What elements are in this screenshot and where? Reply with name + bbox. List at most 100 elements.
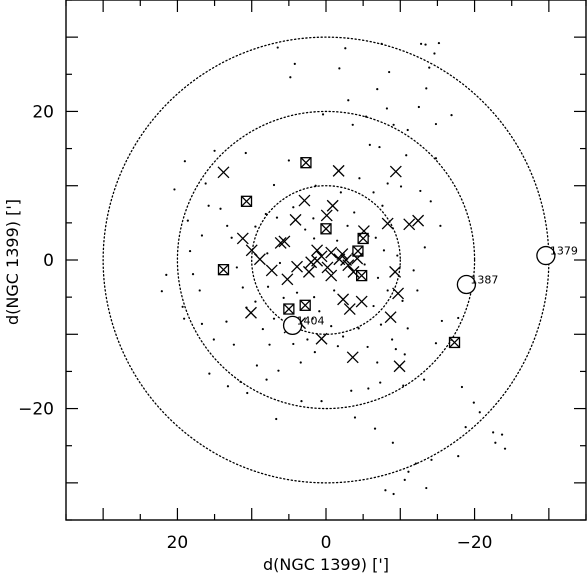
dot-point: [412, 269, 415, 272]
plot-area: 1379 1387 1404: [102, 36, 578, 522]
galaxy-label: 1379: [550, 245, 578, 258]
dot-point: [313, 237, 316, 240]
dot-point: [367, 387, 370, 390]
dot-point: [333, 289, 336, 292]
dot-point: [191, 273, 195, 276]
y-tick-label: −20: [18, 400, 54, 420]
dot-point: [265, 378, 268, 381]
boxed-cross-point: [283, 303, 295, 315]
dot-point: [272, 317, 276, 320]
dot-point: [408, 520, 410, 522]
dot-point: [292, 206, 295, 209]
dot-point: [379, 381, 382, 384]
dot-point: [407, 470, 410, 473]
dot-point: [314, 184, 317, 187]
boxed-cross-point: [357, 232, 369, 245]
dot-point: [392, 492, 395, 496]
galaxy-circle: [282, 315, 303, 336]
dot-point: [374, 236, 377, 239]
dot-point: [278, 261, 282, 265]
dot-point: [384, 489, 387, 492]
dot-point: [226, 385, 230, 388]
cross-point: [392, 287, 405, 300]
dot-point: [406, 128, 409, 132]
cross-point: [325, 246, 338, 259]
y-tick-label: 0: [43, 251, 54, 271]
cross-point: [337, 293, 350, 306]
boxed-cross-point: [299, 299, 311, 311]
dot-point: [440, 319, 443, 323]
dot-point: [381, 204, 384, 207]
dot-point: [264, 212, 267, 216]
dot-point: [372, 191, 375, 194]
dot-point: [350, 389, 353, 392]
cross-point: [389, 165, 402, 178]
x-tick-label: 20: [167, 533, 189, 553]
dot-point: [239, 380, 242, 383]
dot-point: [351, 123, 354, 126]
cross-point: [245, 306, 257, 319]
galaxy-marker: 1387: [456, 274, 498, 295]
dot-point: [219, 207, 222, 210]
dot-point: [391, 338, 394, 341]
dot-point: [401, 299, 404, 302]
dot-point: [321, 113, 325, 116]
dot-point: [376, 276, 380, 279]
dot-point: [292, 342, 295, 346]
dot-point: [403, 353, 406, 356]
dot-point: [368, 143, 371, 146]
x-axis-label: d(NGC 1399) [']: [263, 555, 389, 574]
dot-point: [299, 361, 302, 364]
galaxy-label: 1404: [297, 314, 325, 327]
cross-point: [381, 217, 394, 230]
cross-point: [332, 164, 345, 177]
cross-point: [403, 218, 416, 231]
dot-point: [346, 224, 349, 227]
dot-point: [417, 105, 420, 109]
dot-point: [391, 441, 394, 444]
cross-point: [315, 250, 328, 263]
dot-point: [207, 204, 210, 207]
dot-point: [500, 433, 504, 436]
cross-point: [236, 232, 249, 245]
dot-point: [311, 317, 314, 320]
boxed-cross-point: [300, 157, 312, 169]
dot-point: [212, 338, 215, 341]
dot-point: [378, 145, 381, 149]
dot-point: [380, 42, 383, 45]
cross-point: [289, 213, 302, 226]
dot-point: [457, 455, 460, 458]
dot-point: [272, 183, 276, 187]
cross-point: [315, 332, 328, 345]
dot-point: [388, 70, 391, 74]
dot-point: [494, 441, 497, 444]
dot-point: [439, 224, 442, 227]
dot-point: [429, 200, 432, 203]
dot-point: [503, 447, 507, 450]
cross-point: [281, 273, 294, 286]
dot-point: [433, 52, 436, 55]
dot-point: [313, 351, 316, 354]
dot-point: [403, 478, 406, 481]
dot-point: [416, 289, 419, 292]
y-axis-label: d(NGC 1399) [']: [3, 199, 22, 325]
boxed-cross-point: [320, 223, 332, 235]
dot-point: [235, 266, 238, 269]
dot-point: [160, 290, 163, 293]
dot-point: [183, 317, 186, 320]
dot-point: [392, 123, 395, 126]
cross-point: [342, 259, 355, 272]
cross-point: [311, 244, 324, 257]
dot-point: [289, 76, 292, 79]
dot-point: [382, 249, 386, 252]
dot-point: [385, 107, 389, 110]
dot-point: [320, 400, 323, 403]
dot-point: [198, 289, 201, 292]
boxed-cross-point: [217, 264, 230, 276]
cross-point: [336, 248, 349, 261]
dot-point: [366, 345, 369, 349]
dot-point: [341, 335, 345, 338]
dot-point: [386, 182, 389, 185]
dot-point: [300, 400, 303, 403]
